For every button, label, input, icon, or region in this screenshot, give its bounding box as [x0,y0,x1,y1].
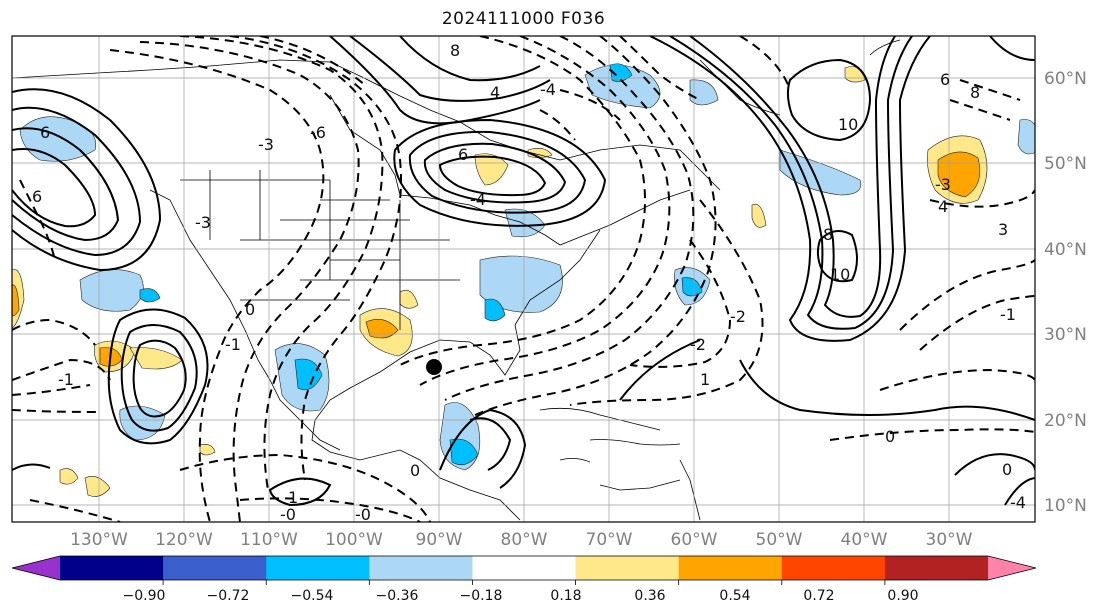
colorbar-tick-label: −0.18 [460,588,503,604]
lat-label: 30°N [1044,325,1087,345]
contour-label: 0 [885,427,895,446]
colorbar-outline [11,555,1037,581]
colorbar-under-triangle [12,556,60,580]
contour-label: 0 [245,300,255,319]
contour-label: -4 [470,190,486,209]
lon-label: 90°W [416,530,463,550]
colorbar-tick-label: 0.54 [719,588,750,604]
lat-label: 60°N [1044,69,1087,89]
colorbar-over-triangle [988,556,1036,580]
contour-label: 6 [458,145,468,164]
contour-label: -3 [935,175,951,194]
contour-label: -4 [1010,493,1026,512]
contour-label: 3 [998,220,1008,239]
colorbar-segment [884,556,989,580]
storm-marker-icon [426,359,442,375]
contour-label: -4 [540,80,556,99]
lon-label: 120°W [155,530,213,550]
positive-contours [12,36,1035,507]
contour-label: 10 [838,115,858,134]
colorbar-segment [369,556,473,580]
map-title: 2024111000 F036 [441,9,606,29]
colorbar-ticks: −0.90 −0.72 −0.54 −0.36 −0.18 0.18 0.36 … [123,588,919,604]
graticule [12,36,1035,522]
contour-label: -0 [355,505,371,524]
lon-label: 130°W [70,530,128,550]
contour-label: -1 [1000,305,1016,324]
lon-label: 70°W [586,530,633,550]
contour-label: 10 [830,265,850,284]
contour-label: 4 [490,83,500,102]
contour-label: -2 [690,335,706,354]
colorbar-tick-label: −0.72 [207,588,250,604]
contour-label: -3 [258,135,274,154]
contour-label: 6 [40,123,50,142]
contour-label: 0 [410,461,420,480]
lon-label: 50°W [756,530,803,550]
lon-label: 100°W [325,530,383,550]
contour-label: -3 [195,213,211,232]
colorbar-segment [781,556,886,580]
lat-label: 40°N [1044,240,1087,260]
negative-contours [12,36,1035,522]
contour-label: 4 [938,197,948,216]
colorbar-tick-label: 0.36 [634,588,665,604]
contour-label: 1 [288,488,298,507]
lon-label: 60°W [671,530,718,550]
colorbar-segment [60,556,164,580]
colorbar-tick-label: 0.18 [550,588,581,604]
colorbar [11,555,1037,585]
colorbar-tick-label: −0.36 [376,588,419,604]
contour-label: -0 [280,505,296,524]
contour-label: 6 [32,187,42,206]
contour-label: 1 [700,370,710,389]
longitude-labels: 130°W 120°W 110°W 100°W 90°W 80°W 70°W 6… [70,530,973,550]
lat-label: 20°N [1044,411,1087,431]
contour-label: -1 [225,335,241,354]
colorbar-segment [472,556,577,580]
colorbar-segment [163,556,267,580]
map-frame [11,35,1036,523]
colorbar-segment [266,556,370,580]
contour-label: 6 [940,70,950,89]
contour-label: 8 [970,83,980,102]
colorbar-segment [678,556,783,580]
lon-label: 40°W [841,530,888,550]
latitude-labels: 60°N 50°N 40°N 30°N 20°N 10°N [1044,69,1087,516]
colorbar-segment [575,556,680,580]
lon-label: 30°W [926,530,973,550]
contour-label: -2 [730,307,746,326]
contour-labels: 6 8 4 6 8 10 8 10 6 3 4 0 -3 -4 -6 6 -4 … [32,41,1026,524]
lon-label: 110°W [240,530,298,550]
colorbar-tick-label: 0.72 [803,588,834,604]
colorbar-tick-label: −0.90 [123,588,166,604]
contour-label: 8 [823,225,833,244]
lat-label: 50°N [1044,154,1087,174]
lon-label: 80°W [501,530,548,550]
lat-label: 10°N [1044,496,1087,516]
contour-label: 0 [1002,460,1012,479]
contour-label: -1 [58,370,74,389]
colorbar-tick-label: 0.90 [887,588,918,604]
contour-label: -6 [310,123,326,142]
colorbar-tick-label: −0.54 [291,588,334,604]
shading-layer [12,63,1035,497]
contour-label: 8 [450,41,460,60]
